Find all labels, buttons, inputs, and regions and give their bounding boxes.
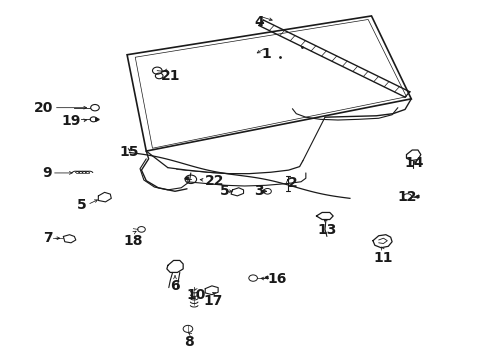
Text: 5: 5 [220,184,230,198]
Text: 2: 2 [287,176,297,190]
Text: 7: 7 [43,231,53,245]
Text: 15: 15 [120,145,139,159]
Text: 4: 4 [253,15,263,29]
Text: 19: 19 [61,114,81,128]
Text: 18: 18 [123,234,143,248]
Text: 21: 21 [160,69,180,83]
Text: 22: 22 [205,174,224,188]
Text: 11: 11 [373,251,392,265]
Text: 13: 13 [317,223,336,237]
Text: 1: 1 [261,47,270,60]
Text: 6: 6 [170,279,180,293]
Text: 14: 14 [404,156,424,170]
Text: 9: 9 [42,166,52,180]
Text: 12: 12 [397,190,416,204]
Text: 20: 20 [33,101,53,115]
Text: 16: 16 [267,273,286,287]
Text: 10: 10 [186,288,206,302]
Text: 3: 3 [254,184,263,198]
Text: 8: 8 [184,334,194,348]
Text: 17: 17 [203,294,223,307]
Text: 5: 5 [77,198,86,212]
